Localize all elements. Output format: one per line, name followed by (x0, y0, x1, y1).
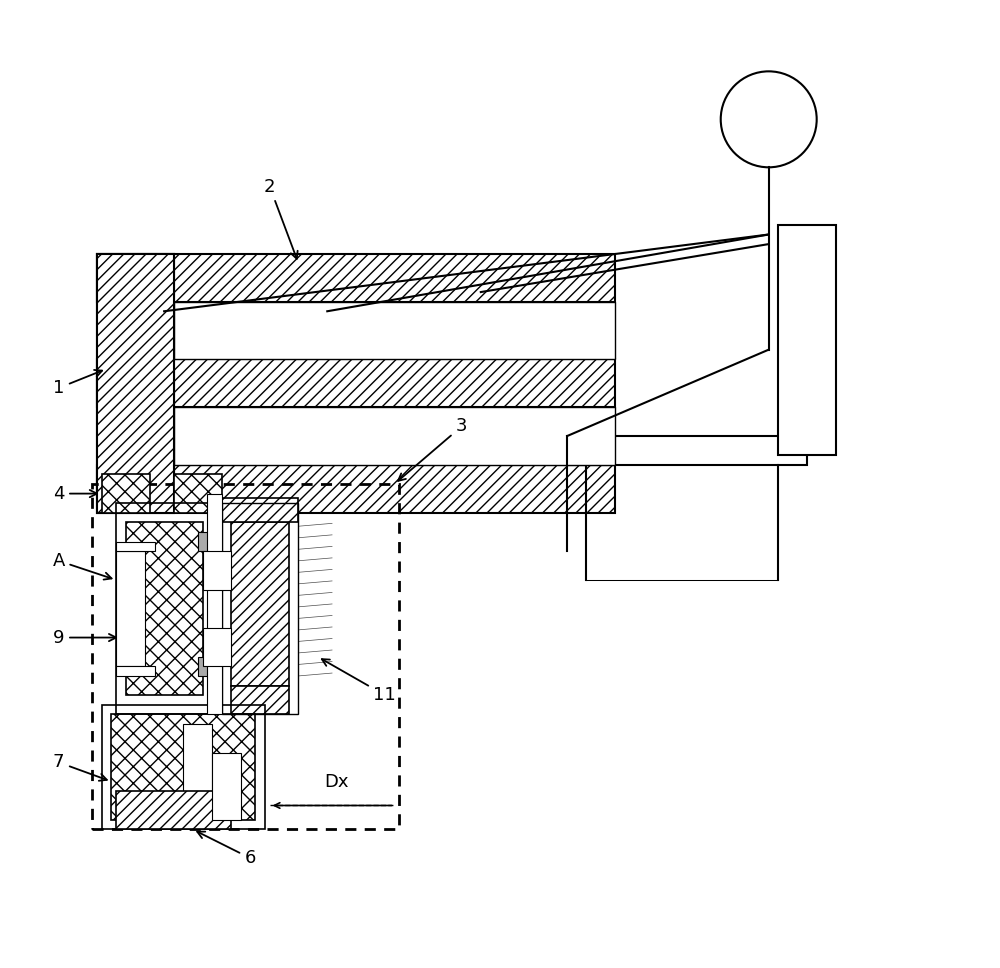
Text: 3: 3 (398, 417, 467, 481)
Bar (222, 503, 298, 714)
Bar (97, 254, 174, 513)
Bar (231, 523, 289, 685)
Bar (174, 302, 615, 359)
Bar (116, 791, 231, 830)
Bar (116, 503, 212, 714)
Bar (97, 254, 615, 302)
Bar (174, 474, 222, 513)
Text: 6: 6 (197, 832, 256, 867)
Bar (207, 494, 222, 714)
Bar (778, 225, 836, 455)
Bar (183, 724, 212, 810)
Text: 11: 11 (322, 659, 396, 704)
Text: 1: 1 (53, 370, 102, 397)
Text: 9: 9 (53, 628, 116, 647)
Text: 7: 7 (53, 753, 107, 781)
Bar (116, 551, 145, 666)
Bar (116, 666, 155, 676)
Bar (222, 499, 298, 523)
Bar (212, 753, 241, 820)
Bar (567, 436, 807, 465)
Bar (126, 523, 203, 695)
Bar (203, 628, 231, 666)
Bar (92, 484, 399, 830)
Bar (102, 474, 150, 513)
Text: A: A (52, 552, 112, 580)
Text: 4: 4 (53, 485, 97, 502)
Bar (203, 551, 231, 590)
Bar (174, 408, 615, 465)
Bar (97, 465, 615, 513)
Text: Dx: Dx (325, 773, 349, 791)
Bar (102, 705, 265, 830)
Bar (198, 532, 217, 551)
Bar (116, 541, 155, 551)
Bar (97, 359, 615, 408)
Bar (97, 254, 174, 494)
Bar (111, 714, 255, 820)
Bar (198, 656, 217, 676)
Text: 2: 2 (264, 177, 298, 258)
Bar (231, 685, 289, 714)
